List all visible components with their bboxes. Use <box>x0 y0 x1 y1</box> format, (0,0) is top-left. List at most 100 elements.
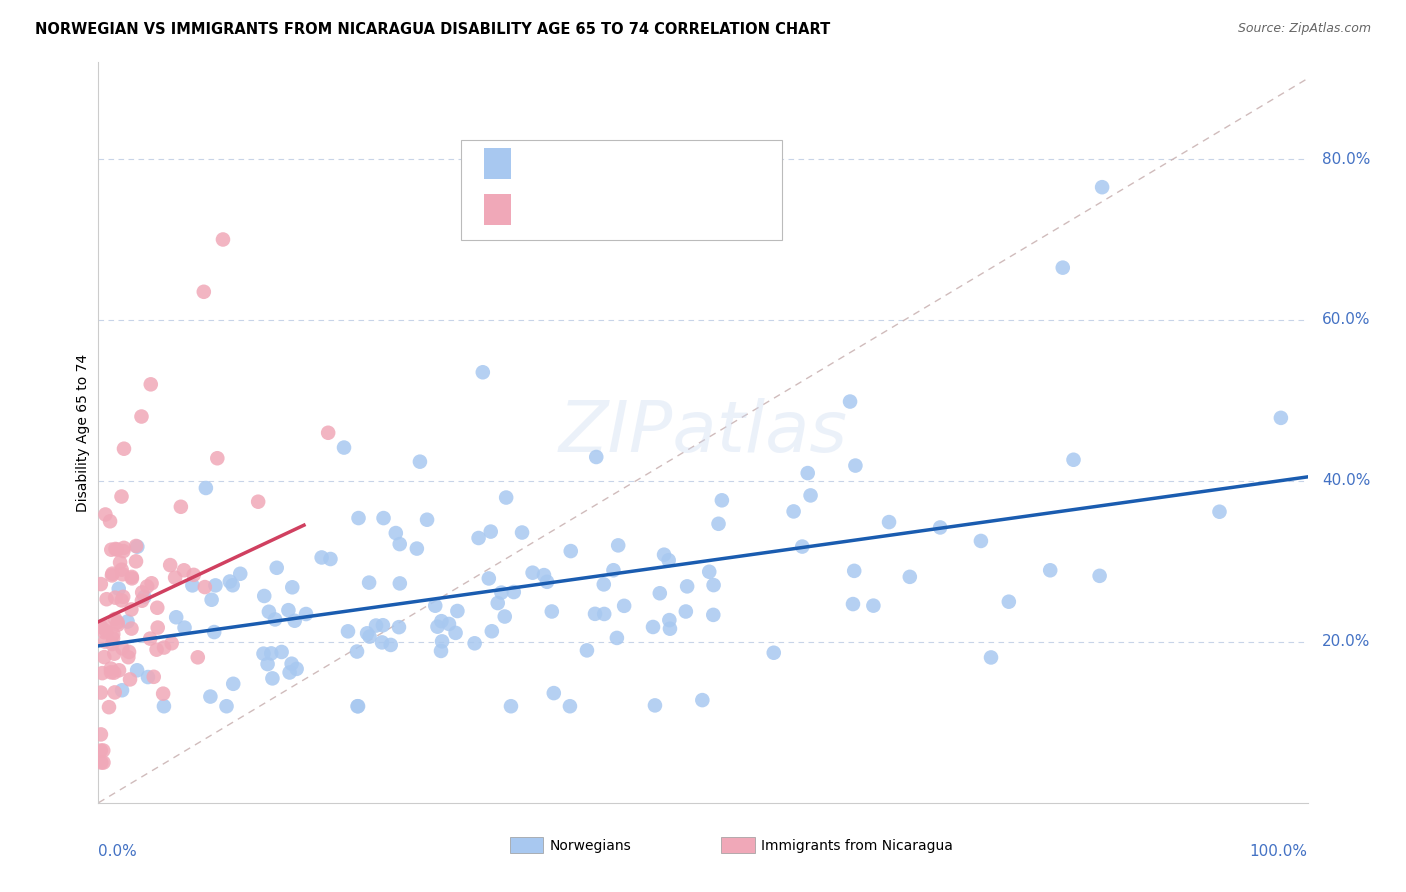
Point <box>146 600 169 615</box>
Bar <box>721 837 755 853</box>
Point <box>94 619 117 633</box>
Point <box>337 624 360 639</box>
Point <box>658 553 681 567</box>
Point <box>543 686 565 700</box>
Point <box>281 580 304 594</box>
Point <box>202 625 225 640</box>
Point <box>91 666 114 681</box>
Point <box>104 685 127 699</box>
Point <box>221 578 243 592</box>
Point <box>136 579 159 593</box>
Point <box>194 580 217 594</box>
Point <box>111 683 134 698</box>
Text: 0.431: 0.431 <box>569 156 617 171</box>
Point <box>478 571 501 585</box>
Point <box>284 614 307 628</box>
Point <box>112 541 135 555</box>
Point <box>110 490 132 504</box>
Point <box>173 563 195 577</box>
Point <box>792 540 814 554</box>
Point <box>285 662 308 676</box>
Point <box>165 571 187 585</box>
Point <box>1039 563 1062 577</box>
Point <box>494 609 516 624</box>
Point <box>333 441 356 455</box>
Point <box>464 636 486 650</box>
Point <box>311 550 333 565</box>
Point <box>222 677 245 691</box>
Point <box>444 626 467 640</box>
Point <box>980 650 1002 665</box>
Text: 135: 135 <box>678 156 710 171</box>
Point <box>648 586 671 600</box>
Point <box>585 450 607 464</box>
Point <box>356 626 378 640</box>
Text: 60.0%: 60.0% <box>1322 312 1371 327</box>
Point <box>479 524 502 539</box>
Point <box>800 488 823 502</box>
Point <box>697 565 720 579</box>
Point <box>486 596 509 610</box>
Point <box>131 593 153 607</box>
Point <box>471 365 494 379</box>
Point <box>90 756 112 770</box>
Point <box>96 592 118 607</box>
Point <box>536 574 558 589</box>
Point <box>592 577 614 591</box>
Point <box>125 554 148 568</box>
Point <box>430 614 453 628</box>
Point <box>409 455 432 469</box>
Point <box>112 544 135 558</box>
Point <box>98 700 121 714</box>
Point <box>100 542 122 557</box>
Point <box>118 645 141 659</box>
Text: 40.0%: 40.0% <box>1322 474 1371 489</box>
Text: 80.0%: 80.0% <box>1322 152 1371 167</box>
Point <box>183 567 205 582</box>
Point <box>96 624 118 638</box>
Point <box>136 670 159 684</box>
Point <box>295 607 318 621</box>
Point <box>502 585 524 599</box>
Point <box>90 620 112 634</box>
Point <box>839 394 862 409</box>
Point <box>491 585 513 599</box>
Point <box>262 672 284 686</box>
Point <box>316 425 339 440</box>
Point <box>844 458 866 473</box>
Point <box>207 451 229 466</box>
Point <box>117 615 139 629</box>
Point <box>103 647 125 661</box>
Point <box>659 622 682 636</box>
Point <box>782 504 804 518</box>
Point <box>692 693 714 707</box>
Point <box>373 511 395 525</box>
Point <box>90 743 112 757</box>
Point <box>121 571 143 585</box>
Point <box>371 635 394 649</box>
Point <box>145 642 167 657</box>
Point <box>641 620 664 634</box>
Point <box>193 285 215 299</box>
Y-axis label: Disability Age 65 to 74: Disability Age 65 to 74 <box>76 353 90 512</box>
Text: Immigrants from Nicaragua: Immigrants from Nicaragua <box>761 838 953 853</box>
Point <box>710 493 733 508</box>
Text: NORWEGIAN VS IMMIGRANTS FROM NICARAGUA DISABILITY AGE 65 TO 74 CORRELATION CHART: NORWEGIAN VS IMMIGRANTS FROM NICARAGUA D… <box>35 22 831 37</box>
Point <box>558 699 581 714</box>
Point <box>522 566 544 580</box>
Point <box>218 574 240 589</box>
Point <box>658 613 681 627</box>
Point <box>652 548 675 562</box>
Point <box>212 232 235 246</box>
Point <box>260 647 283 661</box>
Point <box>675 605 697 619</box>
Point <box>388 620 411 634</box>
Point <box>93 625 115 640</box>
Point <box>117 650 139 665</box>
Point <box>173 621 195 635</box>
Point <box>277 603 299 617</box>
Point <box>707 516 730 531</box>
Point <box>430 644 453 658</box>
Point <box>877 515 900 529</box>
Point <box>481 624 503 639</box>
